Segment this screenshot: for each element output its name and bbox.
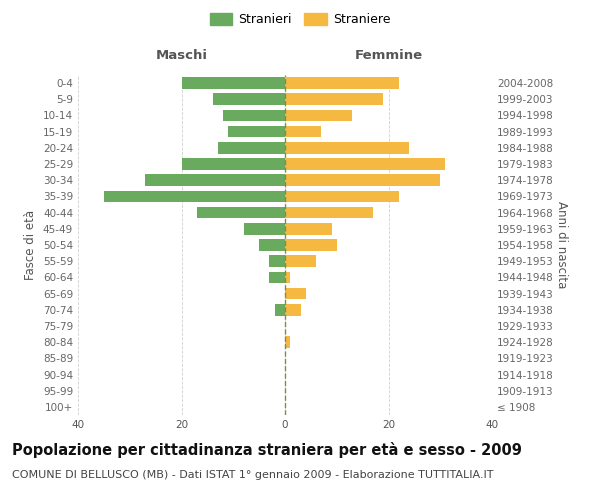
Bar — [285, 304, 301, 316]
Bar — [269, 272, 285, 283]
Bar — [197, 207, 285, 218]
Text: Popolazione per cittadinanza straniera per età e sesso - 2009: Popolazione per cittadinanza straniera p… — [12, 442, 522, 458]
Bar — [285, 126, 321, 138]
Text: COMUNE DI BELLUSCO (MB) - Dati ISTAT 1° gennaio 2009 - Elaborazione TUTTITALIA.I: COMUNE DI BELLUSCO (MB) - Dati ISTAT 1° … — [12, 470, 493, 480]
Bar — [269, 256, 285, 267]
Bar — [244, 223, 285, 234]
Y-axis label: Fasce di età: Fasce di età — [25, 210, 37, 280]
Bar — [228, 126, 285, 138]
Bar — [285, 174, 440, 186]
Bar — [285, 158, 445, 170]
Bar — [285, 223, 332, 234]
Bar — [285, 94, 383, 105]
Bar — [182, 78, 285, 89]
Bar — [223, 110, 285, 122]
Bar — [285, 256, 316, 267]
Text: Femmine: Femmine — [355, 50, 422, 62]
Legend: Stranieri, Straniere: Stranieri, Straniere — [206, 8, 394, 30]
Bar — [285, 78, 399, 89]
Y-axis label: Anni di nascita: Anni di nascita — [554, 202, 568, 288]
Text: Maschi: Maschi — [155, 50, 208, 62]
Bar — [285, 272, 290, 283]
Bar — [285, 336, 290, 348]
Bar — [285, 288, 306, 300]
Bar — [285, 190, 399, 202]
Bar — [218, 142, 285, 154]
Bar — [285, 142, 409, 154]
Bar — [145, 174, 285, 186]
Bar — [275, 304, 285, 316]
Bar — [285, 110, 352, 122]
Bar — [104, 190, 285, 202]
Bar — [212, 94, 285, 105]
Bar — [259, 239, 285, 251]
Bar — [285, 207, 373, 218]
Bar — [285, 239, 337, 251]
Bar — [182, 158, 285, 170]
